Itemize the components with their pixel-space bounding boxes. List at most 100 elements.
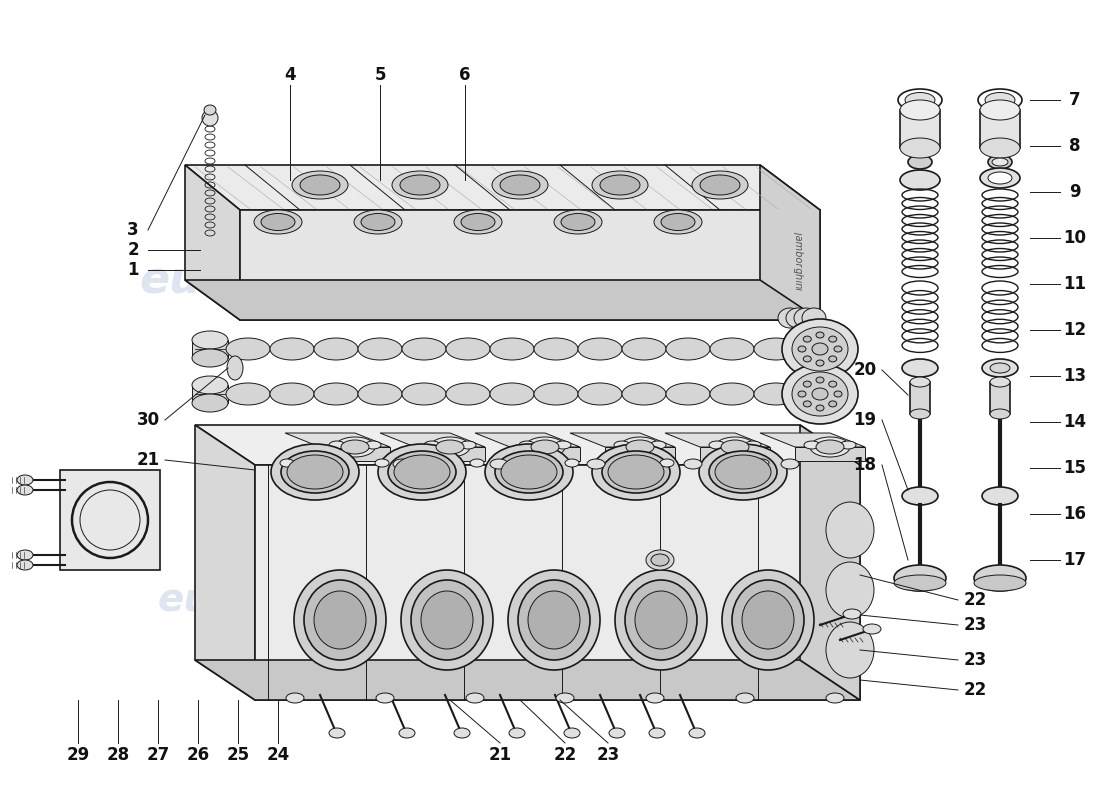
Ellipse shape (654, 210, 702, 234)
Ellipse shape (261, 214, 295, 230)
Ellipse shape (715, 437, 755, 457)
Text: 26: 26 (186, 746, 210, 764)
Ellipse shape (698, 444, 786, 500)
Ellipse shape (816, 405, 824, 411)
Text: ıuıɥƃɹoqɯɐl: ıuıɥƃɹoqɯɐl (795, 230, 805, 290)
Polygon shape (195, 660, 860, 700)
Polygon shape (195, 425, 255, 700)
Ellipse shape (798, 346, 806, 352)
Text: 23: 23 (964, 616, 987, 634)
Ellipse shape (492, 171, 548, 199)
Ellipse shape (754, 383, 798, 405)
Ellipse shape (531, 440, 559, 454)
Ellipse shape (454, 728, 470, 738)
Ellipse shape (651, 554, 669, 566)
Text: 29: 29 (66, 746, 89, 764)
Ellipse shape (470, 459, 484, 467)
Ellipse shape (534, 383, 578, 405)
Text: 12: 12 (1064, 321, 1087, 339)
Polygon shape (700, 447, 770, 461)
Ellipse shape (226, 383, 270, 405)
Ellipse shape (843, 609, 861, 619)
Ellipse shape (646, 550, 674, 570)
Ellipse shape (900, 138, 940, 158)
Ellipse shape (834, 391, 842, 397)
Text: 22: 22 (964, 681, 987, 699)
Ellipse shape (394, 455, 450, 489)
Ellipse shape (602, 451, 670, 493)
Ellipse shape (554, 210, 602, 234)
Polygon shape (192, 340, 228, 358)
Ellipse shape (600, 175, 640, 195)
Ellipse shape (786, 308, 810, 328)
Bar (900, 110, 940, 148)
Polygon shape (570, 433, 675, 447)
Ellipse shape (329, 441, 345, 449)
Ellipse shape (16, 475, 33, 485)
Ellipse shape (826, 622, 875, 678)
Ellipse shape (534, 338, 578, 360)
Ellipse shape (798, 391, 806, 397)
Ellipse shape (828, 401, 837, 407)
Ellipse shape (722, 570, 814, 670)
Ellipse shape (402, 338, 446, 360)
Ellipse shape (980, 138, 1020, 158)
Ellipse shape (500, 175, 540, 195)
Ellipse shape (204, 105, 216, 115)
Ellipse shape (421, 591, 473, 649)
Ellipse shape (296, 459, 314, 469)
Ellipse shape (192, 394, 228, 412)
Ellipse shape (908, 155, 932, 169)
Ellipse shape (564, 728, 580, 738)
Ellipse shape (436, 440, 464, 454)
Ellipse shape (666, 383, 710, 405)
Ellipse shape (358, 338, 402, 360)
Ellipse shape (561, 214, 595, 230)
Ellipse shape (715, 455, 771, 489)
Ellipse shape (402, 383, 446, 405)
Ellipse shape (227, 356, 243, 380)
Ellipse shape (341, 440, 368, 454)
Text: eurospares: eurospares (140, 258, 420, 302)
Ellipse shape (826, 562, 875, 618)
Ellipse shape (424, 441, 440, 449)
Ellipse shape (826, 693, 844, 703)
Text: 4: 4 (284, 66, 296, 84)
Ellipse shape (304, 580, 376, 660)
Polygon shape (415, 447, 485, 461)
Ellipse shape (16, 550, 33, 560)
Ellipse shape (592, 444, 680, 500)
Ellipse shape (736, 693, 754, 703)
Ellipse shape (16, 485, 33, 495)
Ellipse shape (556, 441, 571, 449)
Ellipse shape (781, 459, 799, 469)
Ellipse shape (803, 336, 812, 342)
Ellipse shape (525, 437, 565, 457)
Ellipse shape (978, 89, 1022, 111)
Ellipse shape (778, 308, 802, 328)
Text: 5: 5 (374, 66, 386, 84)
Ellipse shape (990, 363, 1010, 373)
Ellipse shape (336, 437, 375, 457)
Ellipse shape (894, 575, 946, 591)
Ellipse shape (300, 175, 340, 195)
Ellipse shape (202, 110, 218, 126)
Ellipse shape (660, 459, 674, 467)
Ellipse shape (650, 441, 666, 449)
Text: 6: 6 (460, 66, 471, 84)
Ellipse shape (782, 364, 858, 424)
Polygon shape (795, 447, 865, 461)
Ellipse shape (271, 444, 359, 500)
Ellipse shape (446, 338, 490, 360)
Ellipse shape (621, 338, 665, 360)
Text: 2: 2 (128, 241, 139, 259)
Text: eurospares: eurospares (539, 229, 821, 271)
Ellipse shape (635, 591, 688, 649)
Ellipse shape (392, 171, 448, 199)
Ellipse shape (270, 338, 314, 360)
Ellipse shape (828, 356, 837, 362)
Ellipse shape (803, 356, 812, 362)
Text: 20: 20 (854, 361, 877, 379)
Ellipse shape (910, 377, 930, 387)
Ellipse shape (990, 409, 1010, 419)
